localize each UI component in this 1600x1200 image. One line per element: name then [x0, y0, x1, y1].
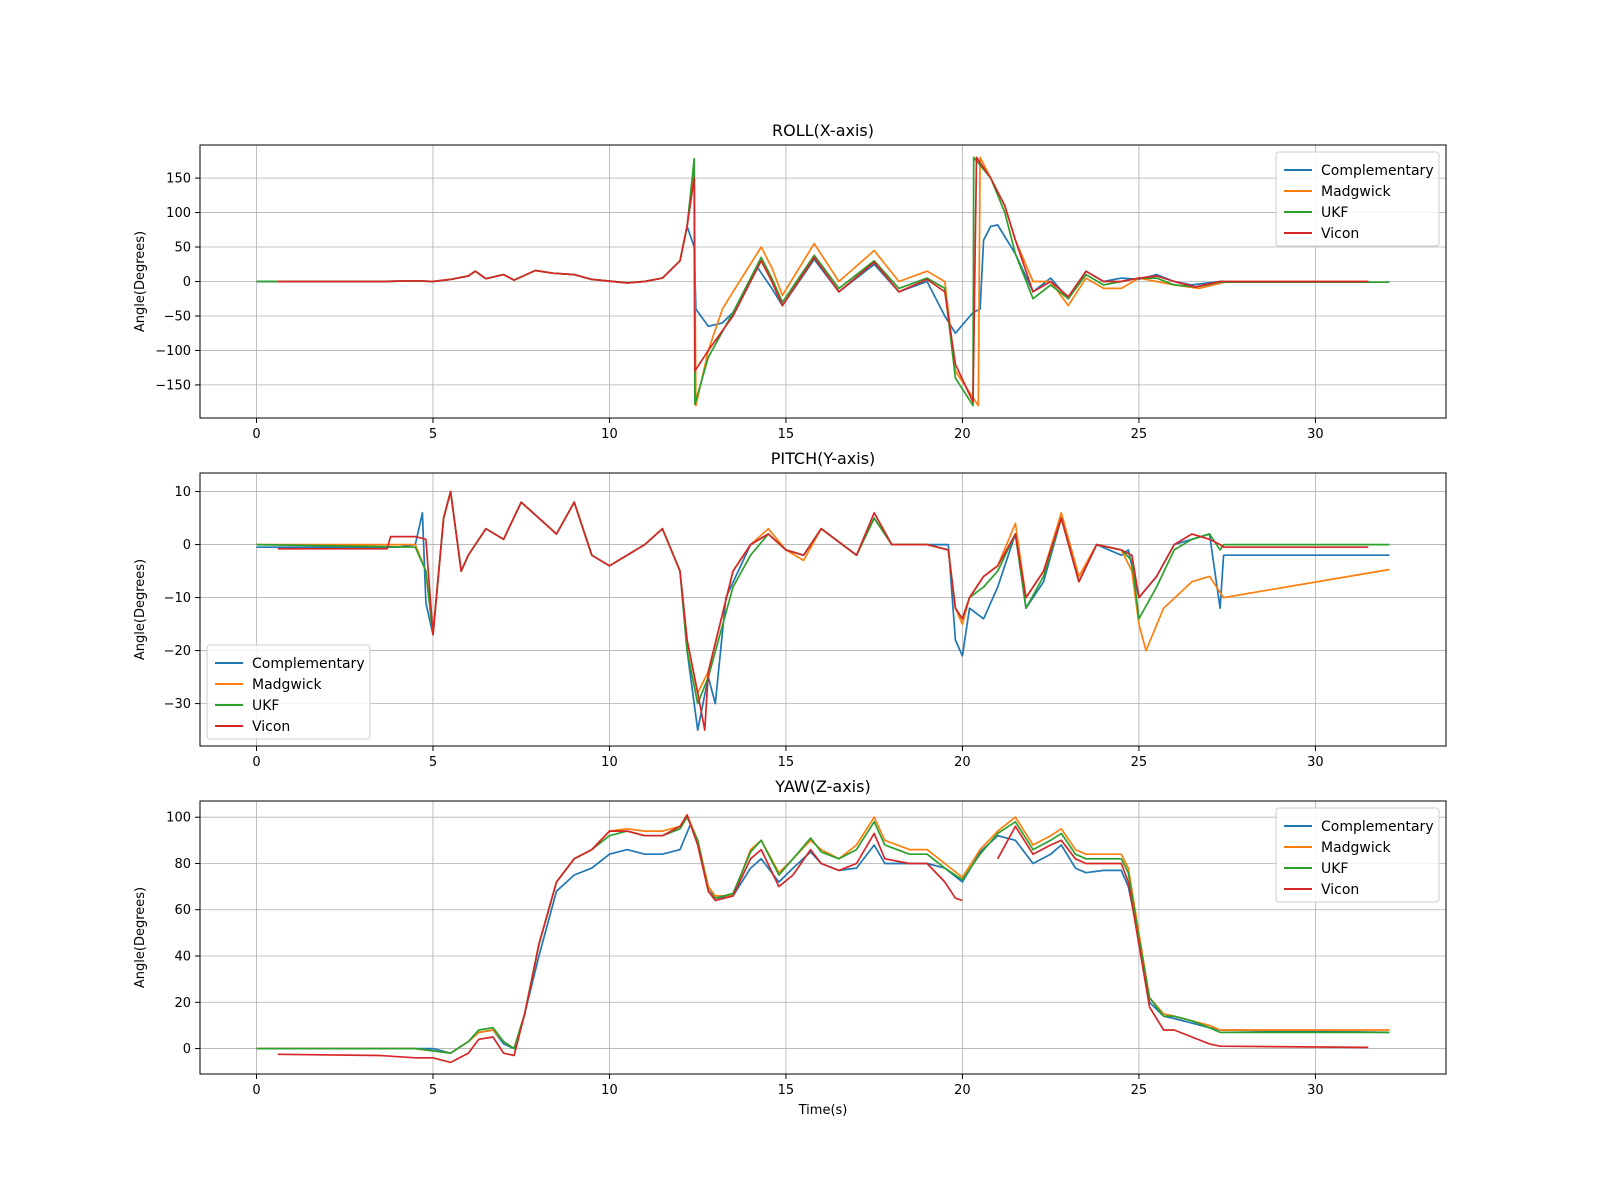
y-tick-label: 150 [166, 172, 191, 187]
legend-label: Vicon [1321, 882, 1359, 898]
x-tick-label: 0 [252, 427, 260, 442]
y-tick-label: 20 [174, 996, 191, 1011]
legend-label: Madgwick [252, 677, 322, 693]
series-line-complementary [256, 823, 1390, 1055]
x-tick-label: 5 [429, 1083, 437, 1098]
y-axis-label: Angle(Degrees) [133, 231, 148, 332]
y-tick-label: −50 [164, 309, 191, 324]
chart-panel-2: 0 5 10 15 20 25 30 0 20 40 60 80 100 YAW(Z-axis) Angle… [133, 777, 1447, 1118]
x-tick-label: 10 [601, 755, 618, 770]
x-tick-label: 30 [1307, 755, 1324, 770]
legend-label: UKF [1321, 205, 1348, 221]
series-line-vicon [277, 814, 963, 1064]
series-line-ukf [256, 816, 1390, 1055]
y-tick-label: −150 [155, 378, 191, 393]
y-tick-label: 100 [166, 206, 191, 221]
legend-label: Vicon [1321, 226, 1359, 242]
y-tick-label: −20 [164, 644, 191, 659]
x-tick-label: 30 [1307, 427, 1324, 442]
y-tick-label: −10 [164, 591, 191, 606]
x-tick-label: 20 [954, 427, 971, 442]
y-tick-label: 0 [183, 538, 191, 553]
series-group [256, 814, 1390, 1064]
y-tick-label: 100 [166, 811, 191, 826]
y-tick-label: −100 [155, 344, 191, 359]
y-tick-label: 0 [183, 275, 191, 290]
y-tick-label: 50 [174, 241, 191, 256]
x-tick-label: 5 [429, 755, 437, 770]
y-tick-label: −30 [164, 697, 191, 712]
x-tick-label: 0 [252, 1083, 260, 1098]
x-tick-label: 15 [778, 427, 795, 442]
legend-label: Vicon [252, 719, 290, 735]
series-line-vicon [277, 156, 1369, 403]
x-tick-label: 25 [1131, 427, 1148, 442]
x-tick-label: 20 [954, 755, 971, 770]
chart-panel-0: 0 5 10 15 20 25 30 −150 −100 −50 0 50 100 150 ROLL(X-a… [133, 121, 1447, 442]
legend-label: Complementary [1321, 819, 1434, 835]
legend-box [206, 644, 371, 740]
x-tick-label: 30 [1307, 1083, 1324, 1098]
series-line-vicon [996, 825, 1369, 1049]
plot-frame [199, 144, 1447, 419]
x-tick-label: 10 [601, 1083, 618, 1098]
legend-label: Madgwick [1321, 184, 1391, 200]
legend-label: Madgwick [1321, 840, 1391, 856]
y-tick-label: 80 [174, 857, 191, 872]
legend: Complementary Madgwick UKF Vicon [1275, 807, 1440, 903]
legend-label: Complementary [252, 656, 365, 672]
series-line-complementary [256, 490, 1390, 731]
legend: Complementary Madgwick UKF Vicon [1275, 151, 1440, 247]
x-tick-label: 20 [954, 1083, 971, 1098]
x-tick-label: 0 [252, 755, 260, 770]
series-line-madgwick [256, 814, 1390, 1055]
y-tick-label: 10 [174, 485, 191, 500]
series-line-vicon [277, 490, 1369, 731]
series-group [256, 490, 1390, 731]
legend-label: Complementary [1321, 163, 1434, 179]
y-tick-label: 0 [183, 1042, 191, 1057]
y-tick-label: 60 [174, 903, 191, 918]
x-tick-label: 5 [429, 427, 437, 442]
x-tick-label: 25 [1131, 1083, 1148, 1098]
plot-frame [199, 472, 1447, 747]
legend-label: UKF [252, 698, 279, 714]
chart-title: YAW(Z-axis) [774, 777, 870, 796]
legend-box [1275, 151, 1440, 247]
y-tick-label: 40 [174, 950, 191, 965]
legend-label: UKF [1321, 861, 1348, 877]
legend-box [1275, 807, 1440, 903]
chart-title: PITCH(Y-axis) [771, 449, 876, 468]
plot-frame [199, 800, 1447, 1075]
y-axis-label: Angle(Degrees) [133, 559, 148, 660]
x-tick-label: 25 [1131, 755, 1148, 770]
y-axis-label: Angle(Degrees) [133, 887, 148, 988]
chart-title: ROLL(X-axis) [772, 121, 874, 140]
series-line-madgwick [256, 490, 1390, 694]
chart-panel-1: 0 5 10 15 20 25 30 −30 −20 −10 0 10 PITCH(Y-axis) Ang… [133, 449, 1447, 770]
x-tick-label: 10 [601, 427, 618, 442]
x-tick-label: 15 [778, 755, 795, 770]
x-axis-label: Time(s) [798, 1103, 848, 1118]
legend: Complementary Madgwick UKF Vicon [206, 644, 371, 740]
series-group [256, 156, 1390, 407]
x-tick-label: 15 [778, 1083, 795, 1098]
